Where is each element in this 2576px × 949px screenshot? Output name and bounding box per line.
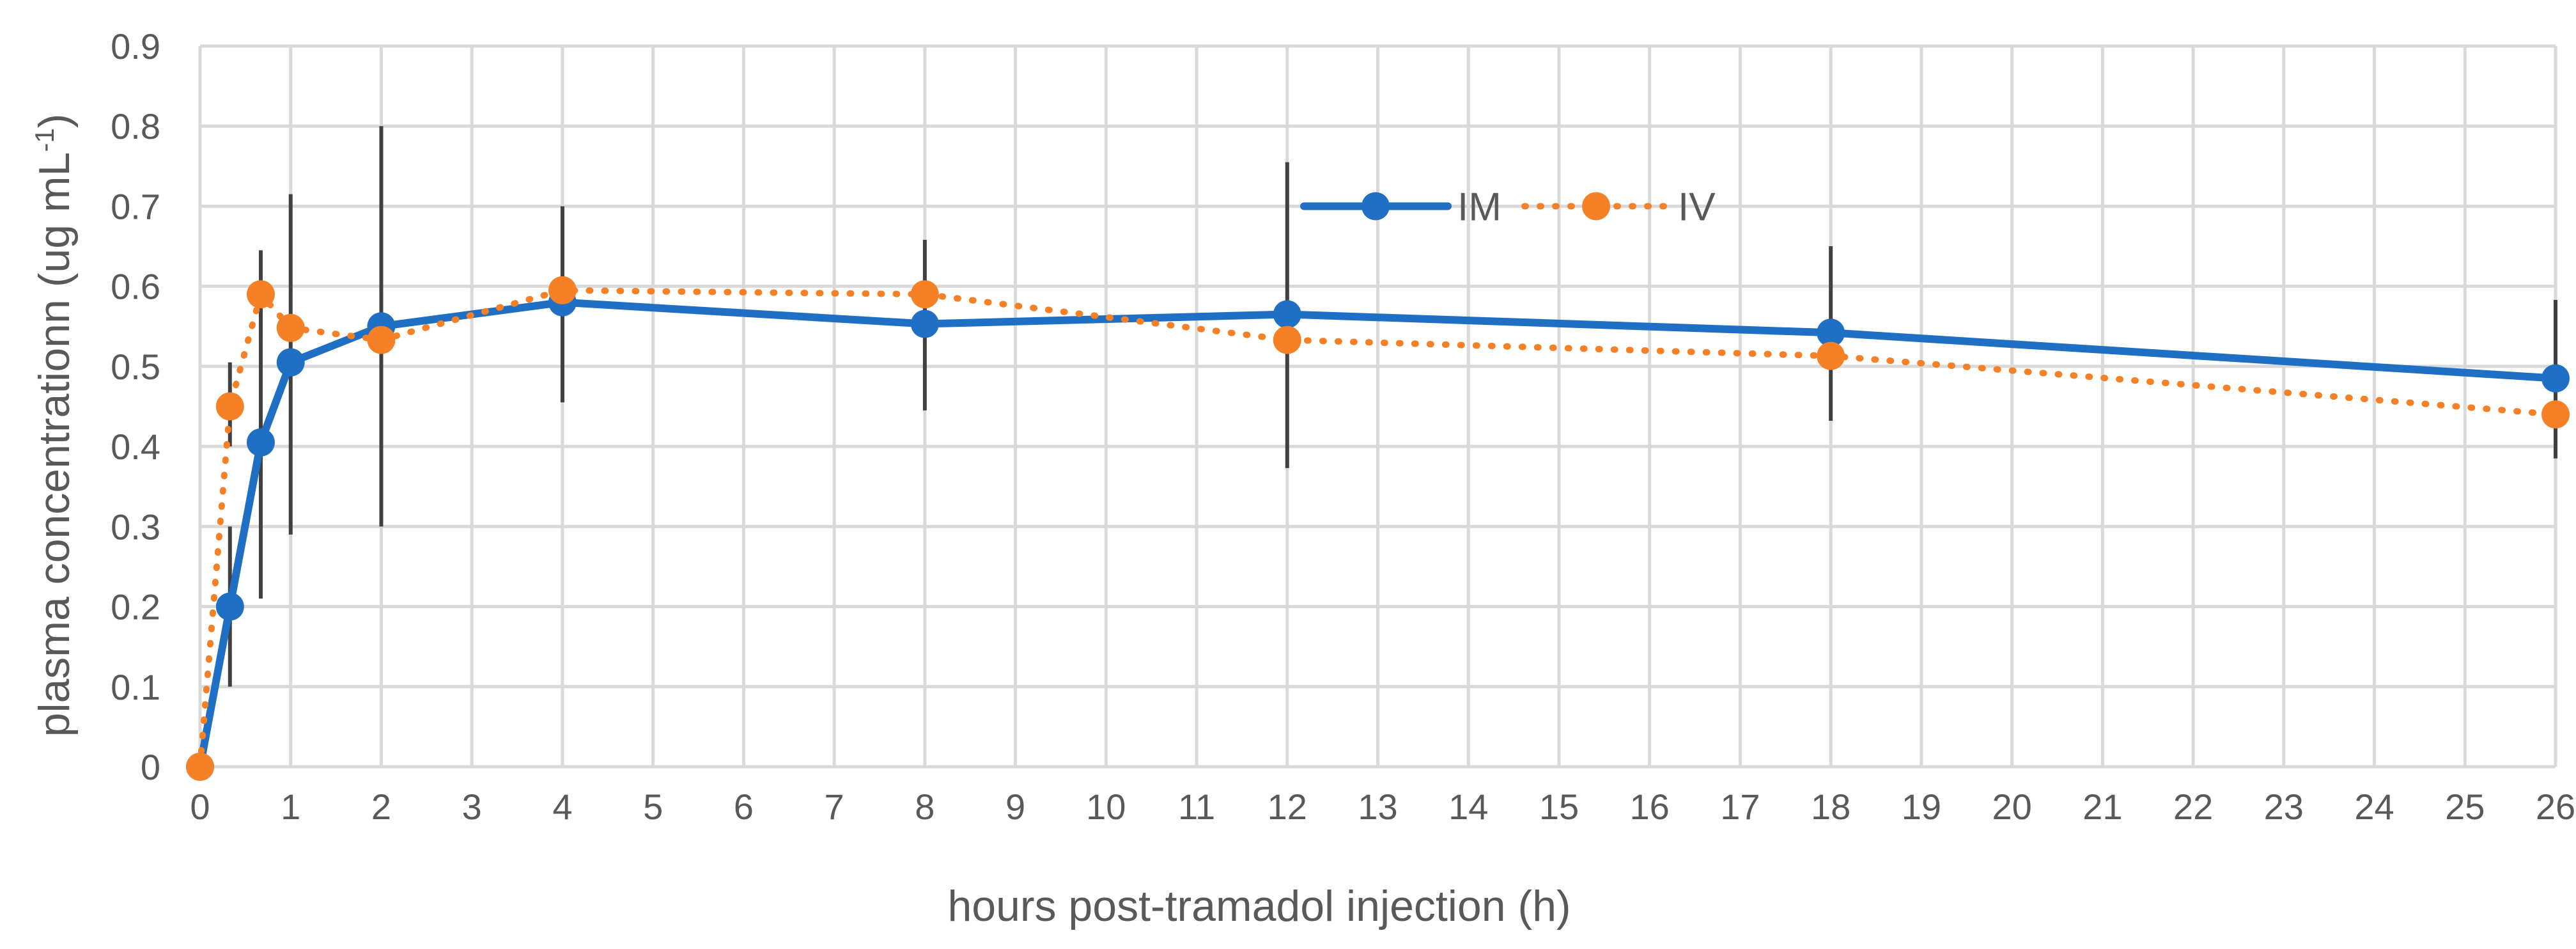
y-tick-labels: 0 0.1 0.2 0.3 0.4 0.5 0.6 0.7 0.8 0.9	[111, 26, 160, 787]
y-axis-title-main: plasma concentrationn (ug mL	[30, 152, 79, 737]
x-tick-label: 16	[1630, 787, 1670, 827]
data-point-im	[1273, 300, 1301, 329]
x-tick-label: 11	[1178, 787, 1215, 827]
x-tick-label: 3	[462, 787, 482, 827]
legend-marker-iv	[1582, 192, 1610, 221]
data-point-iv	[1817, 341, 1845, 370]
data-point-iv	[246, 280, 275, 309]
x-tick-label: 25	[2445, 787, 2485, 827]
x-tick-label: 23	[2264, 787, 2304, 827]
x-tick-label: 22	[2173, 787, 2213, 827]
x-tick-label: 9	[1005, 787, 1025, 827]
x-tick-label: 6	[734, 787, 754, 827]
y-axis-title-close: )	[30, 114, 79, 129]
x-tick-label: 8	[915, 787, 935, 827]
data-point-iv	[367, 325, 396, 354]
y-tick-label: 0	[141, 747, 160, 787]
data-point-iv	[276, 313, 305, 342]
data-point-iv	[1273, 325, 1301, 354]
legend-label-im: IM	[1457, 185, 1501, 229]
x-tick-label: 10	[1086, 787, 1126, 827]
data-point-im	[276, 348, 305, 377]
data-point-im	[910, 310, 939, 338]
x-tick-label: 26	[2536, 787, 2575, 827]
data-point-im	[2541, 364, 2570, 393]
legend-label-iv: IV	[1678, 185, 1716, 229]
data-series	[186, 276, 2570, 781]
x-axis-title: hours post-tramadol injection (h)	[947, 882, 1571, 930]
x-tick-label: 4	[552, 787, 572, 827]
x-tick-label: 19	[1902, 787, 1941, 827]
x-tick-label: 13	[1358, 787, 1397, 827]
x-tick-label: 1	[281, 787, 300, 827]
error-bars	[228, 126, 2557, 687]
data-point-im	[1817, 318, 1845, 347]
y-tick-label: 0.3	[111, 506, 160, 547]
y-tick-label: 0.5	[111, 347, 160, 387]
y-tick-label: 0.9	[111, 26, 160, 67]
y-axis-title: plasma concentrationn (ug mL-1)	[29, 114, 79, 737]
data-point-im	[246, 428, 275, 457]
x-tick-label: 18	[1811, 787, 1851, 827]
axes	[198, 46, 2556, 769]
x-tick-label: 5	[643, 787, 663, 827]
data-point-iv	[2541, 400, 2570, 429]
x-tick-label: 20	[1992, 787, 2031, 827]
x-tick-labels: 0 1 2 3 4 5 6 7 8 9 10 11 12 13 14 15 16 17 18 19 20 21 22 23 24…	[190, 787, 2575, 827]
data-point-iv	[186, 753, 214, 781]
y-tick-label: 0.7	[111, 186, 160, 226]
x-tick-label: 24	[2354, 787, 2394, 827]
data-point-iv	[548, 276, 577, 304]
y-tick-label: 0.8	[111, 106, 160, 146]
grid-lines	[200, 44, 2557, 767]
y-tick-label: 0.6	[111, 267, 160, 307]
series-line-iv	[197, 286, 2559, 770]
x-tick-label: 2	[371, 787, 391, 827]
data-point-iv	[215, 392, 244, 421]
y-tick-label: 0.2	[111, 587, 160, 627]
data-point-iv	[910, 280, 939, 309]
x-tick-label: 7	[825, 787, 844, 827]
x-tick-label: 0	[190, 787, 210, 827]
legend-marker-im	[1362, 192, 1390, 221]
y-tick-label: 0.1	[111, 667, 160, 707]
x-tick-label: 12	[1268, 787, 1307, 827]
x-tick-label: 17	[1720, 787, 1760, 827]
y-tick-label: 0.4	[111, 427, 160, 467]
x-tick-label: 14	[1448, 787, 1488, 827]
x-tick-label: 21	[2083, 787, 2122, 827]
data-point-im	[215, 592, 244, 621]
y-axis-title-superscript: -1	[29, 128, 59, 152]
x-tick-label: 15	[1539, 787, 1579, 827]
legend: IM IV	[1300, 185, 1716, 229]
